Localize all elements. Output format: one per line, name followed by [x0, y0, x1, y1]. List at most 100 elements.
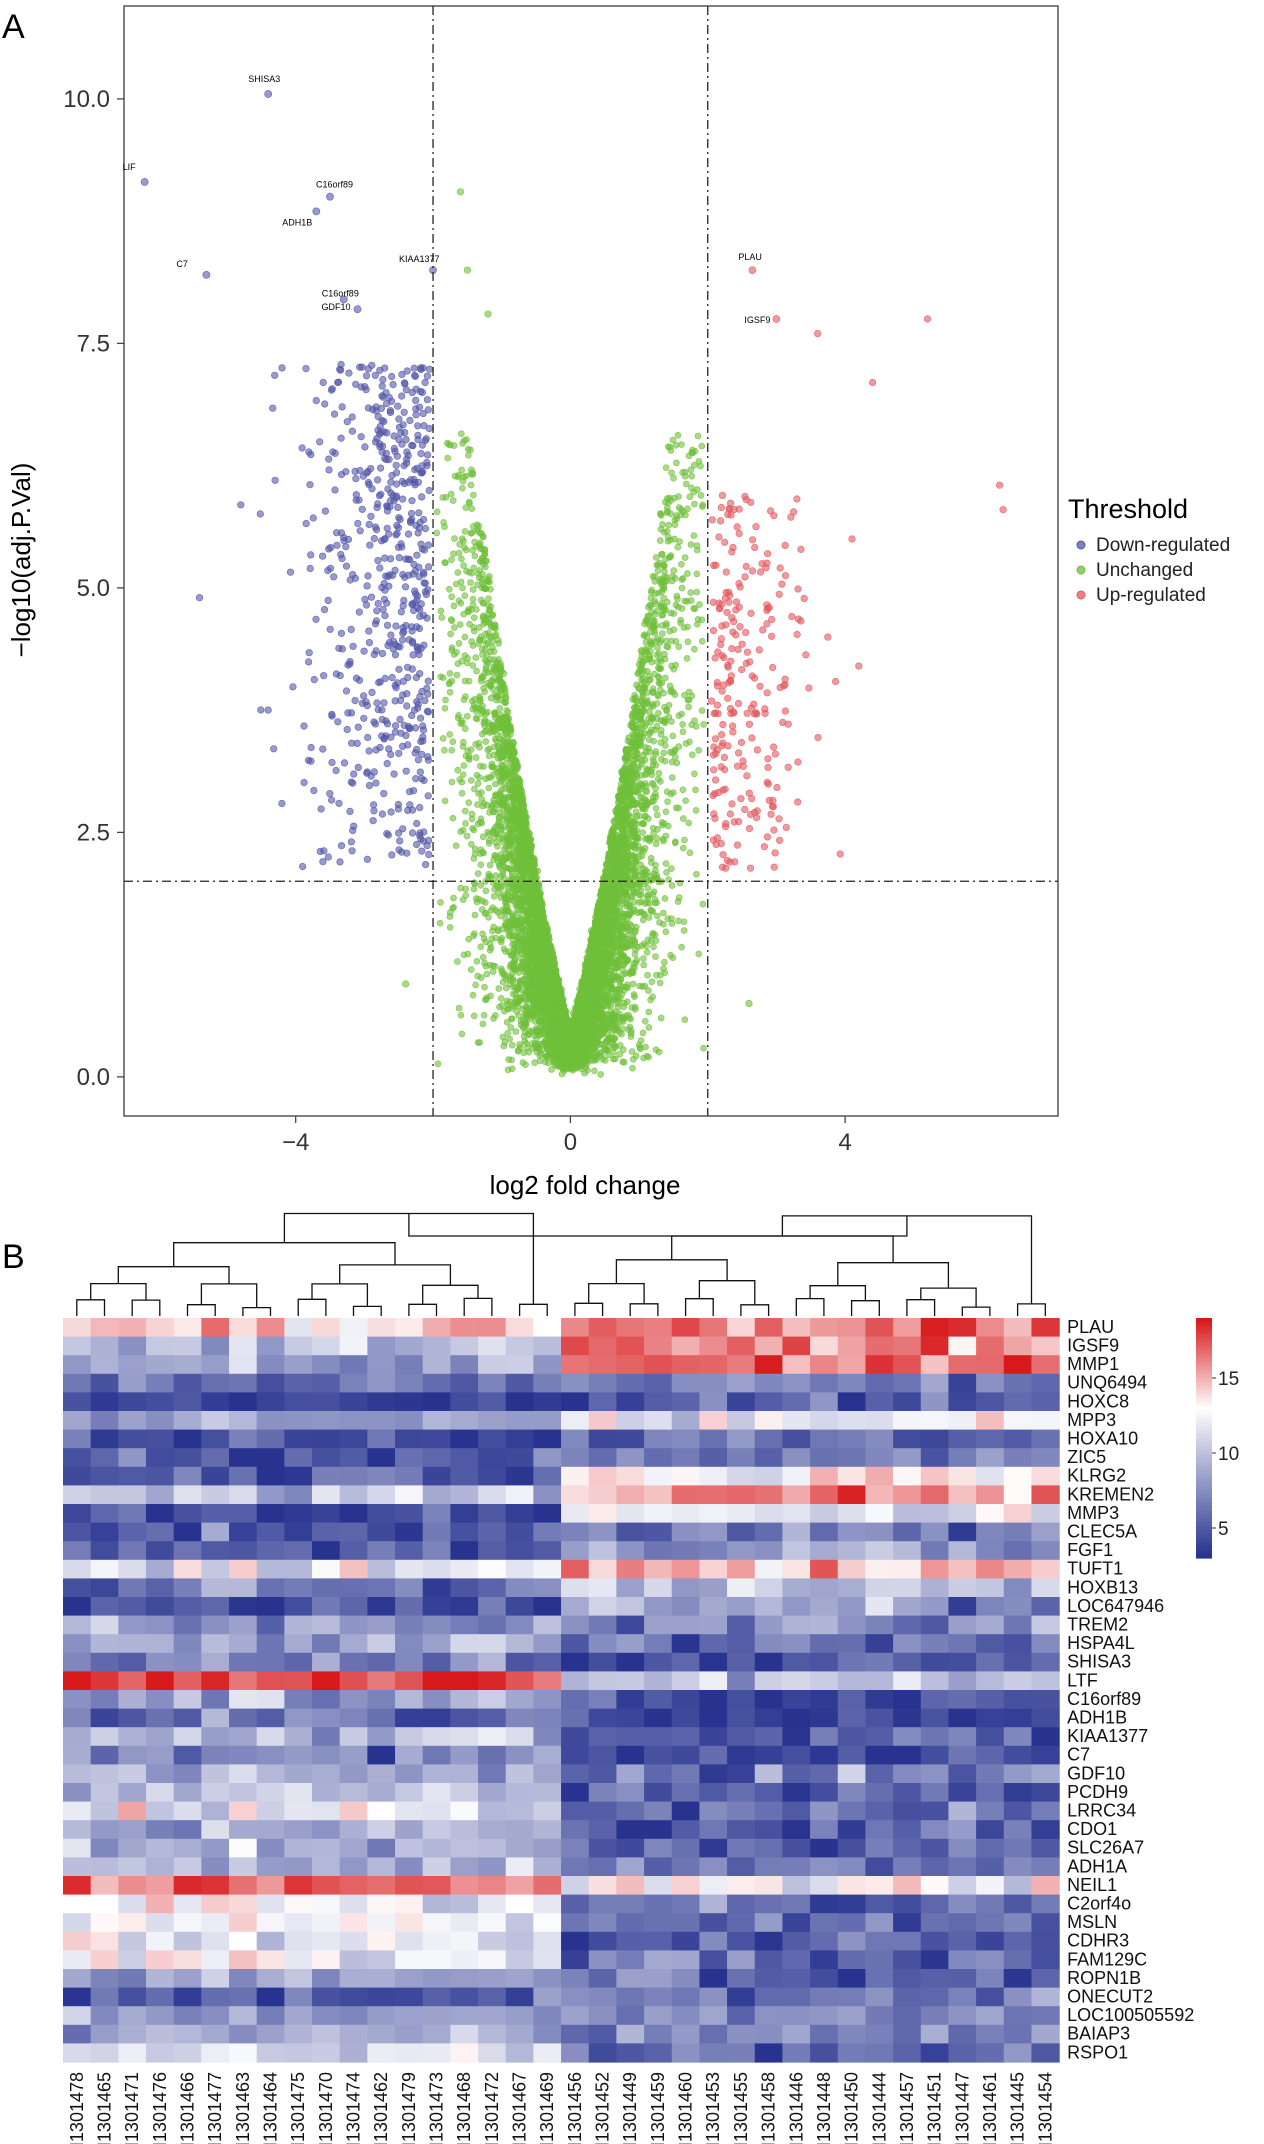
data-point	[658, 819, 666, 826]
data-point	[489, 726, 497, 734]
data-point	[441, 797, 449, 805]
data-point	[448, 593, 456, 601]
data-point	[467, 777, 475, 784]
data-point	[446, 731, 454, 738]
data-point	[698, 707, 706, 714]
data-point	[442, 696, 449, 704]
data-point	[653, 971, 660, 979]
data-point	[678, 943, 685, 951]
data-point	[437, 899, 444, 906]
data-point	[482, 738, 490, 745]
data-point	[675, 894, 683, 901]
data-point	[473, 667, 480, 675]
data-point	[682, 480, 690, 488]
data-point	[686, 493, 694, 501]
data-point	[619, 1058, 627, 1066]
data-point	[679, 721, 686, 728]
data-point	[485, 784, 493, 792]
data-point	[669, 789, 677, 796]
data-point	[454, 766, 462, 774]
data-point	[652, 840, 660, 848]
data-point	[531, 1059, 539, 1066]
data-point	[584, 1067, 591, 1074]
data-point	[640, 955, 647, 962]
data-point	[441, 704, 449, 712]
data-point	[469, 471, 477, 478]
data-point	[449, 814, 457, 822]
data-point	[619, 1025, 627, 1033]
data-point	[470, 932, 477, 940]
data-point	[463, 832, 471, 840]
data-point	[504, 888, 512, 896]
data-point	[470, 614, 478, 622]
data-point	[455, 549, 463, 557]
data-point	[684, 638, 692, 646]
data-point	[662, 860, 670, 867]
data-point	[639, 829, 646, 836]
data-point	[698, 503, 706, 511]
data-point	[603, 1046, 610, 1053]
data-point	[465, 451, 472, 459]
data-point	[610, 1048, 617, 1056]
data-point	[478, 674, 485, 682]
data-point	[471, 911, 479, 919]
data-point	[450, 550, 457, 558]
data-point	[459, 771, 467, 779]
data-point	[631, 993, 638, 1001]
data-point	[483, 970, 491, 978]
data-point	[645, 1024, 653, 1031]
panel-a-letter: A	[2, 8, 25, 46]
data-point	[470, 564, 478, 572]
data-point	[479, 1020, 487, 1028]
data-point	[650, 830, 657, 837]
data-point	[446, 688, 454, 696]
data-point	[693, 870, 700, 878]
data-point	[641, 982, 649, 990]
data-point	[448, 778, 456, 786]
data-point	[454, 569, 462, 576]
data-point	[694, 432, 702, 440]
data-point	[467, 481, 475, 489]
data-point	[481, 983, 488, 991]
data-point	[640, 961, 648, 969]
data-point	[471, 552, 479, 560]
data-point	[470, 491, 477, 499]
data-point	[484, 746, 492, 754]
data-point	[475, 790, 482, 797]
data-point	[459, 484, 466, 492]
data-point	[684, 623, 691, 631]
data-point	[467, 579, 474, 586]
data-point	[674, 543, 682, 551]
data-point	[682, 797, 690, 805]
data-point	[478, 645, 486, 653]
data-point	[597, 1071, 605, 1078]
data-point	[477, 881, 485, 889]
data-point	[629, 715, 637, 722]
data-point	[683, 655, 691, 662]
data-point	[698, 637, 706, 645]
data-point	[699, 900, 707, 908]
data-point	[680, 927, 688, 934]
data-point	[504, 1066, 512, 1074]
data-point	[670, 610, 678, 617]
data-point	[651, 610, 659, 618]
data-point	[663, 788, 671, 796]
data-point	[599, 1055, 606, 1063]
data-point	[619, 983, 627, 991]
data-point	[681, 1016, 689, 1024]
data-point	[669, 572, 676, 580]
data-point	[666, 553, 674, 561]
data-point	[661, 958, 668, 966]
data-point	[591, 1067, 598, 1075]
data-point	[507, 1024, 515, 1031]
data-point	[673, 592, 681, 600]
data-point	[462, 892, 470, 899]
data-point	[635, 899, 643, 906]
data-point	[635, 742, 642, 749]
data-point	[453, 671, 461, 679]
data-point	[681, 554, 689, 561]
data-point	[662, 928, 670, 936]
data-point	[471, 785, 478, 793]
data-point	[671, 746, 679, 754]
data-point	[479, 833, 487, 841]
